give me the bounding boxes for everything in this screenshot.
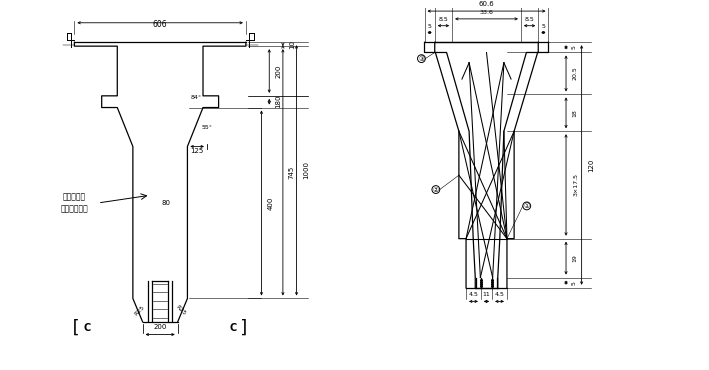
Text: 84°: 84° [190, 95, 201, 100]
Text: 4.5: 4.5 [469, 293, 479, 297]
Text: 400: 400 [267, 196, 273, 210]
Text: 200: 200 [153, 324, 167, 330]
Text: C: C [84, 323, 91, 333]
Text: ]: ] [240, 319, 250, 337]
Text: 606: 606 [153, 20, 167, 28]
Text: C: C [230, 323, 237, 333]
Text: 80: 80 [162, 200, 170, 206]
Text: 1000: 1000 [303, 161, 309, 179]
Text: 10: 10 [289, 40, 295, 49]
Text: 纵向连接部
预埋矩形钢管: 纵向连接部 预埋矩形钢管 [60, 192, 89, 214]
Text: R25: R25 [133, 304, 146, 316]
Text: 8.5: 8.5 [439, 17, 448, 22]
Text: 5: 5 [542, 24, 545, 28]
Text: 125: 125 [191, 148, 203, 154]
Text: 18: 18 [572, 109, 577, 117]
Text: 19: 19 [572, 254, 577, 262]
Text: 5: 5 [572, 46, 577, 49]
Text: [: [ [70, 319, 81, 337]
Text: ①: ① [524, 203, 530, 209]
Text: 11: 11 [483, 293, 491, 297]
Text: 745: 745 [289, 166, 295, 179]
Text: 5: 5 [572, 281, 577, 285]
Text: 8.5: 8.5 [525, 17, 535, 22]
Text: ②: ② [432, 186, 439, 192]
Text: 200: 200 [275, 64, 281, 78]
Text: 33.6: 33.6 [479, 10, 493, 15]
Text: 60.6: 60.6 [479, 1, 494, 7]
Text: 180: 180 [275, 95, 281, 108]
Text: R25: R25 [174, 304, 186, 316]
Text: 4.5: 4.5 [495, 293, 505, 297]
Text: 5: 5 [428, 24, 432, 28]
Text: 55°: 55° [202, 125, 213, 130]
Text: 120: 120 [588, 158, 594, 172]
Text: ③: ③ [418, 56, 425, 62]
Text: 20.5: 20.5 [573, 67, 578, 80]
Text: 3×17.5: 3×17.5 [574, 174, 579, 196]
